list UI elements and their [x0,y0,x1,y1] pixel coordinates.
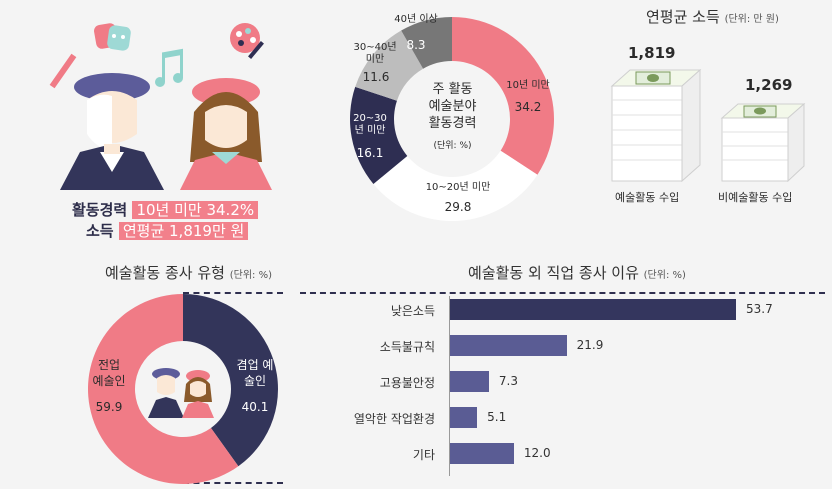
type-seg-label-0-text: 전업 예술인 [92,358,126,388]
bar-divider-top [300,292,825,294]
summary-income: 소득 연평균 1,819만 원 [86,221,249,241]
career-seg-value-2: 16.1 [356,146,384,160]
female-artist-figure [180,78,272,190]
career-seg-value-3: 11.6 [362,70,390,84]
type-donut-slice-fulltime [88,294,239,484]
type-unit: (단위: %) [229,270,272,281]
type-seg-value-1: 40.1 [241,400,269,414]
career-seg-label-3-text: 30~40년 미만 [353,42,397,65]
bar-value-label: 7.3 [498,374,518,388]
bar-category-label: 기타 [412,448,435,462]
career-seg-value-1: 29.8 [444,200,472,214]
artists-mini-illustration [148,368,214,418]
career-donut-slice-0 [452,17,554,175]
bar-title-text: 예술활동 외 직업 종사 이유 [468,264,639,282]
summary-income-label: 소득 [86,222,114,240]
theater-masks-icon [94,23,131,51]
career-center-line-1: 주 활동 [432,82,473,97]
bar-value-label: 5.1 [487,410,507,424]
career-seg-value-0: 34.2 [514,100,542,114]
income-title: 연평균 소득 (단위: 만 원) [646,6,779,27]
bar-value-label: 12.0 [523,446,551,460]
career-donut-slice-3 [355,30,424,101]
summary-income-value: 연평균 1,819만 원 [118,222,249,240]
career-center-unit: (단위: %) [433,141,472,151]
bar-category-label: 낮은소득 [390,304,435,318]
bar-category-label: 고용불안정 [379,376,435,390]
career-seg-label-2: 20~30년 미만 [350,113,390,137]
bar-mark [450,371,489,392]
career-donut-slice-1 [373,150,538,221]
bar-mark [450,299,736,320]
career-donut-slice-4 [401,17,452,69]
money-stack-small-icon [720,102,806,183]
type-donut-slice-side [183,294,279,467]
summary-career: 활동경력 10년 미만 34.2% [72,200,259,220]
type-seg-label-0: 전업 예술인 [92,357,126,389]
bar-unit: (단위: %) [643,270,686,281]
income-value-1: 1,269 [745,76,793,94]
bar-mark [450,335,567,356]
income-title-text: 연평균 소득 [646,8,720,26]
career-seg-label-3: 30~40년 미만 [352,42,398,66]
type-divider-top [183,292,283,294]
palette-icon [230,23,264,59]
career-center-line-3: 활동경력 [428,116,477,131]
bar-value-label: 53.7 [746,302,773,316]
type-title: 예술활동 종사 유형 (단위: %) [105,262,272,283]
career-seg-value-4: 8.3 [406,38,426,52]
bar-value-label: 21.9 [576,338,604,352]
career-donut-chart [350,17,554,221]
pencil-icon [49,53,77,89]
bar-mark [450,407,478,428]
male-artist-figure [60,73,164,190]
bar-mark [450,443,514,464]
career-seg-label-4: 40년 이상 [394,14,438,25]
career-seg-label-0: 10년 미만 [506,80,550,91]
income-label-1: 비예술활동 수입 [718,191,793,204]
income-value-0: 1,819 [628,44,676,62]
career-center-line-2: 예술분야 [428,99,477,114]
bar-category-label: 소득불규칙 [379,340,435,354]
money-stack-large-icon [610,68,702,183]
career-seg-label-2-text: 20~30년 미만 [353,113,387,136]
type-donut-chart [88,294,279,484]
artists-illustration [49,23,272,190]
music-note-icon [155,48,183,87]
bar-category-label: 열악한 작업환경 [353,412,435,426]
type-seg-label-1: 겸업 예술인 [234,357,276,389]
income-label-0: 예술활동 수입 [615,191,680,204]
summary-career-value: 10년 미만 34.2% [132,201,259,219]
career-donut-slice-2 [350,86,408,185]
income-unit: (단위: 만 원) [724,14,779,25]
bar-axis-line [449,296,450,476]
money-stacks-illustration [610,68,806,183]
career-seg-label-1: 10~20년 미만 [425,182,491,193]
type-divider-bottom [183,482,283,484]
summary-career-label: 활동경력 [72,201,128,219]
type-seg-label-1-text: 겸업 예술인 [236,358,274,388]
type-seg-value-0: 59.9 [95,400,123,414]
type-title-text: 예술활동 종사 유형 [105,264,225,282]
bar-title: 예술활동 외 직업 종사 이유 (단위: %) [468,262,686,283]
